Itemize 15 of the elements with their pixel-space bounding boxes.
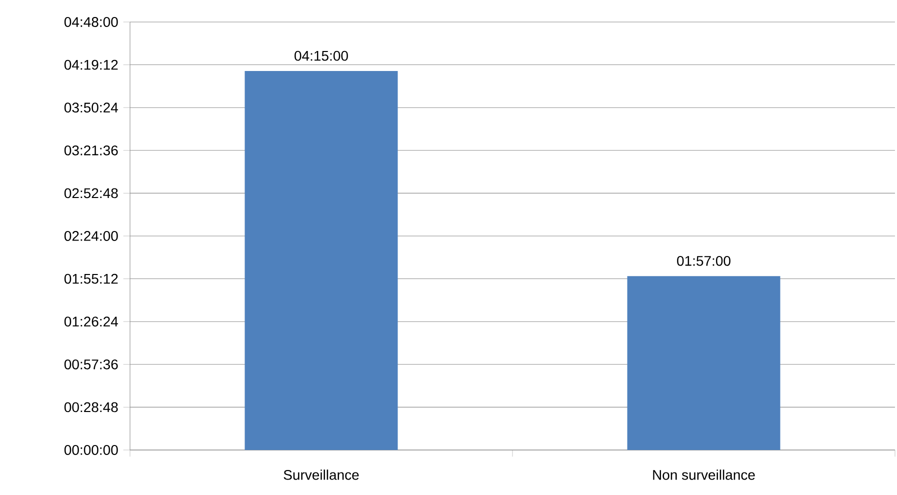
y-tick-label: 01:26:24 xyxy=(64,316,118,327)
data-label: 04:15:00 xyxy=(294,50,348,61)
y-tick-label: 01:55:12 xyxy=(64,274,118,284)
x-tick-label: Surveillance xyxy=(284,470,359,480)
y-tick-label: 00:28:48 xyxy=(64,402,118,412)
y-tick-label: 03:21:36 xyxy=(64,145,118,156)
y-tick-label: 00:00:00 xyxy=(64,445,118,455)
y-tick-label: 02:52:48 xyxy=(64,188,118,198)
x-tick-label: Non surveillance xyxy=(653,470,755,480)
y-tick-label: 00:57:36 xyxy=(64,359,118,370)
y-tick-label: 04:48:00 xyxy=(64,17,118,27)
data-label: 01:57:00 xyxy=(677,256,730,266)
y-tick-label: 03:50:24 xyxy=(64,102,118,113)
y-tick-label: 04:19:12 xyxy=(64,60,118,70)
y-tick-label: 02:24:00 xyxy=(64,231,118,241)
